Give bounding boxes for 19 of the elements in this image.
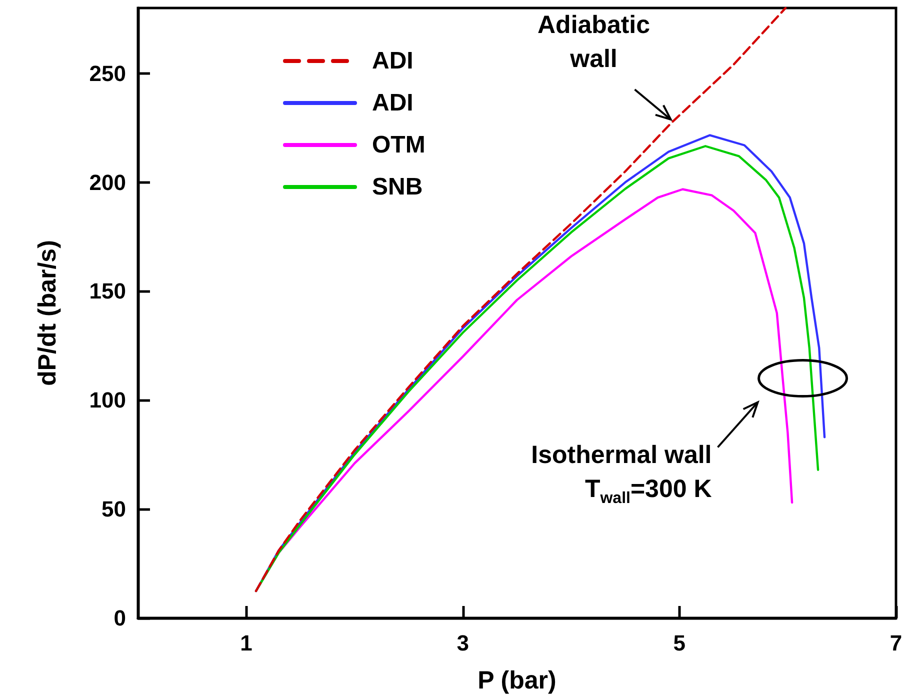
x-tick-label: 7 [890, 630, 902, 656]
y-axis-title: dP/dt (bar/s) [34, 240, 62, 386]
legend-label: ADI [372, 90, 414, 116]
y-tick-label: 0 [114, 606, 126, 630]
y-tick-label: 200 [89, 170, 126, 195]
line-series [254, 6, 787, 592]
x-tick-label: 5 [673, 630, 686, 656]
y-tick-label: 150 [89, 278, 126, 304]
annotation: Adiabatic wall [538, 10, 650, 76]
y-tick-label: 100 [89, 388, 126, 413]
x-axis-title: P (bar) [478, 666, 556, 694]
legend-label: ADI [372, 48, 414, 74]
y-tick-label: 250 [89, 60, 126, 86]
legend-label: SNB [372, 174, 423, 200]
annotation: Isothermal wall T$_{wall}$=300 K [531, 440, 712, 508]
x-tick-label: 1 [240, 630, 252, 656]
legend-label: OTM [372, 132, 426, 158]
y-tick-label: 50 [102, 496, 126, 522]
x-tick-label: 3 [456, 630, 469, 656]
